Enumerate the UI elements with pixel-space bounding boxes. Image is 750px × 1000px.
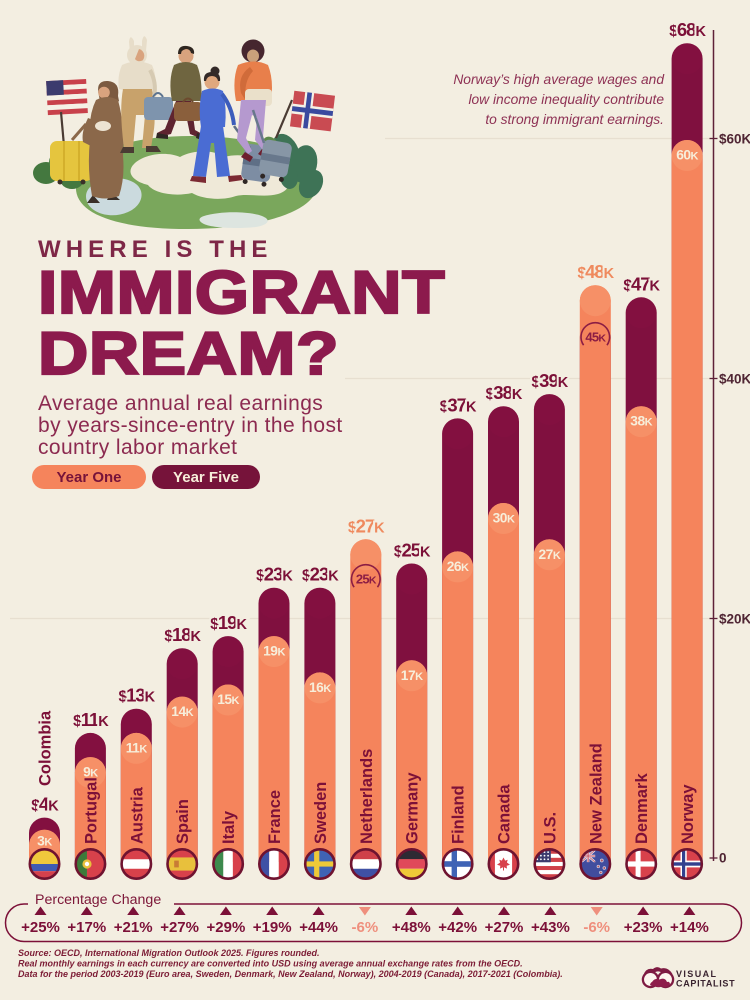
svg-text:Average annual real earnings: Average annual real earnings — [38, 392, 323, 415]
svg-text:25K: 25K — [356, 572, 377, 587]
svg-text:-6%: -6% — [352, 919, 379, 936]
svg-text:Finland: Finland — [450, 785, 468, 844]
svg-text:IMMIGRANT: IMMIGRANT — [38, 259, 445, 326]
svg-text:+14%: +14% — [670, 919, 709, 936]
svg-text:$38K: $38K — [486, 382, 523, 403]
svg-text:-6%: -6% — [583, 919, 610, 936]
svg-text:60K: 60K — [676, 148, 698, 163]
svg-text:+23%: +23% — [624, 919, 663, 936]
svg-text:19K: 19K — [263, 644, 285, 659]
svg-text:14K: 14K — [171, 704, 193, 719]
svg-text:Source: OECD, International Mi: Source: OECD, International Migration Ou… — [18, 948, 320, 958]
svg-text:27K: 27K — [538, 547, 560, 562]
svg-text:Colombia: Colombia — [37, 710, 55, 786]
svg-text:+48%: +48% — [392, 919, 431, 936]
svg-text:Year Five: Year Five — [173, 469, 239, 486]
svg-text:+25%: +25% — [21, 919, 60, 936]
svg-text:DREAM?: DREAM? — [38, 320, 339, 387]
svg-text:17K: 17K — [401, 668, 423, 683]
svg-text:$18K: $18K — [164, 624, 201, 645]
svg-text:Norway’s high average wages an: Norway’s high average wages and — [453, 72, 665, 87]
svg-text:New Zealand: New Zealand — [587, 743, 605, 844]
svg-text:0: 0 — [719, 851, 727, 866]
svg-text:$48K: $48K — [577, 261, 614, 282]
svg-text:9K: 9K — [83, 765, 98, 780]
svg-text:Austria: Austria — [128, 786, 146, 844]
svg-text:+44%: +44% — [299, 919, 338, 936]
svg-text:$37K: $37K — [440, 394, 477, 415]
svg-text:$60K: $60K — [719, 132, 750, 147]
svg-text:$23K: $23K — [302, 564, 339, 585]
svg-text:+29%: +29% — [207, 919, 246, 936]
svg-text:VISUAL: VISUAL — [676, 969, 717, 979]
svg-text:by years-since-entry in the ho: by years-since-entry in the host — [38, 414, 343, 437]
svg-text:country labor market: country labor market — [38, 436, 237, 459]
svg-text:+43%: +43% — [531, 919, 570, 936]
svg-text:38K: 38K — [630, 414, 652, 429]
svg-text:$20K: $20K — [719, 612, 750, 627]
svg-text:Sweden: Sweden — [312, 782, 330, 844]
svg-text:CAPITALIST: CAPITALIST — [676, 979, 735, 989]
svg-text:Percentage Change: Percentage Change — [35, 892, 161, 908]
svg-text:$11K: $11K — [73, 709, 109, 730]
svg-text:France: France — [266, 790, 284, 844]
svg-text:+27%: +27% — [160, 919, 199, 936]
svg-text:+27%: +27% — [485, 919, 524, 936]
svg-text:11K: 11K — [126, 740, 148, 755]
svg-text:26K: 26K — [447, 559, 469, 574]
svg-text:Canada: Canada — [496, 784, 514, 844]
svg-text:low income inequality contribu: low income inequality contribute — [468, 92, 664, 107]
svg-text:16K: 16K — [309, 680, 331, 695]
svg-text:Spain: Spain — [174, 799, 192, 844]
svg-text:WHERE IS THE: WHERE IS THE — [38, 236, 273, 263]
svg-text:45K: 45K — [585, 330, 606, 345]
svg-text:Year One: Year One — [56, 469, 121, 486]
svg-text:Italy: Italy — [220, 810, 238, 844]
svg-text:+19%: +19% — [253, 919, 292, 936]
svg-text:Portugal: Portugal — [82, 777, 100, 844]
svg-text:+21%: +21% — [114, 919, 153, 936]
svg-text:3K: 3K — [37, 834, 52, 849]
svg-text:+17%: +17% — [67, 919, 106, 936]
svg-text:Norway: Norway — [679, 784, 697, 844]
svg-text:$39K: $39K — [532, 370, 569, 391]
svg-text:Netherlands: Netherlands — [358, 749, 376, 844]
svg-text:Real monthly earnings in each: Real monthly earnings in each currency a… — [18, 959, 523, 969]
svg-text:30K: 30K — [493, 511, 515, 526]
svg-text:Data for the period 2003-2019: Data for the period 2003-2019 (Euro area… — [18, 969, 563, 979]
svg-text:Denmark: Denmark — [633, 773, 651, 844]
svg-text:to strong immigrant earnings.: to strong immigrant earnings. — [485, 112, 664, 127]
svg-text:$40K: $40K — [719, 372, 750, 387]
svg-text:U.S.: U.S. — [541, 812, 559, 844]
svg-text:15K: 15K — [217, 692, 239, 707]
svg-text:+42%: +42% — [438, 919, 477, 936]
svg-text:Germany: Germany — [404, 772, 422, 844]
